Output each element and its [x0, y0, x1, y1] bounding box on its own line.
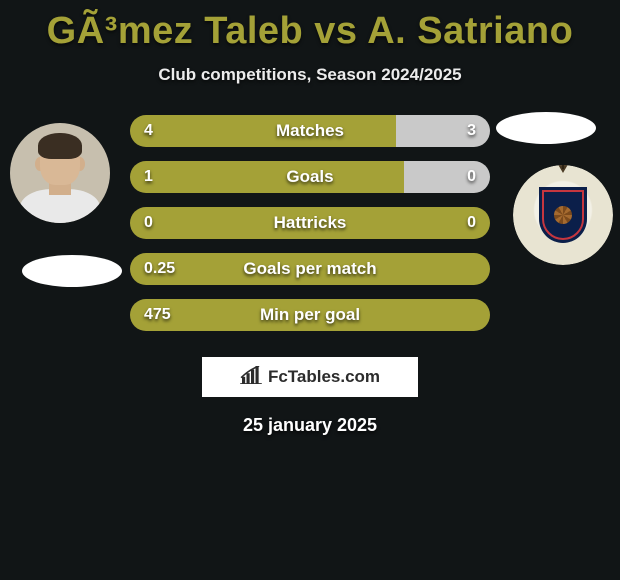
shield-icon	[539, 187, 587, 243]
stat-label: Goals per match	[130, 259, 490, 279]
stat-value-right: 0	[467, 168, 476, 186]
stat-row: Matches4 3	[130, 115, 490, 147]
player-left-avatar	[10, 123, 110, 223]
right-flag-ellipse	[496, 112, 596, 144]
date-text: 25 january 2025	[0, 415, 620, 436]
stat-row: Goals per match0.25	[130, 253, 490, 285]
comparison-area: Matches43Goals10Hattricks00Goals per mat…	[0, 115, 620, 331]
stat-bars: Matches43Goals10Hattricks00Goals per mat…	[130, 115, 490, 331]
stat-label: Hattricks	[130, 213, 490, 233]
subtitle: Club competitions, Season 2024/2025	[0, 65, 620, 85]
bars-icon	[240, 366, 262, 389]
player-right-club-logo	[513, 165, 613, 265]
stat-label: Min per goal	[130, 305, 490, 325]
eagle-icon	[528, 165, 598, 175]
stat-value-left: 475	[144, 306, 171, 324]
stat-value-left: 4	[144, 122, 153, 140]
page-title: GÃ³mez Taleb vs A. Satriano	[0, 0, 620, 53]
brand-badge: FcTables.com	[202, 357, 418, 397]
stat-value-right: 3	[467, 122, 476, 140]
stat-value-left: 0.25	[144, 260, 175, 278]
stat-value-right: 0	[467, 214, 476, 232]
stat-value-left: 1	[144, 168, 153, 186]
stat-row: Hattricks0 0	[130, 207, 490, 239]
stat-value-left: 0	[144, 214, 153, 232]
brand-text: FcTables.com	[268, 367, 380, 387]
left-flag-ellipse	[22, 255, 122, 287]
stat-row: Min per goal475	[130, 299, 490, 331]
stat-row: Goals1 0	[130, 161, 490, 193]
stat-label: Matches	[130, 121, 490, 141]
stat-label: Goals	[130, 167, 490, 187]
